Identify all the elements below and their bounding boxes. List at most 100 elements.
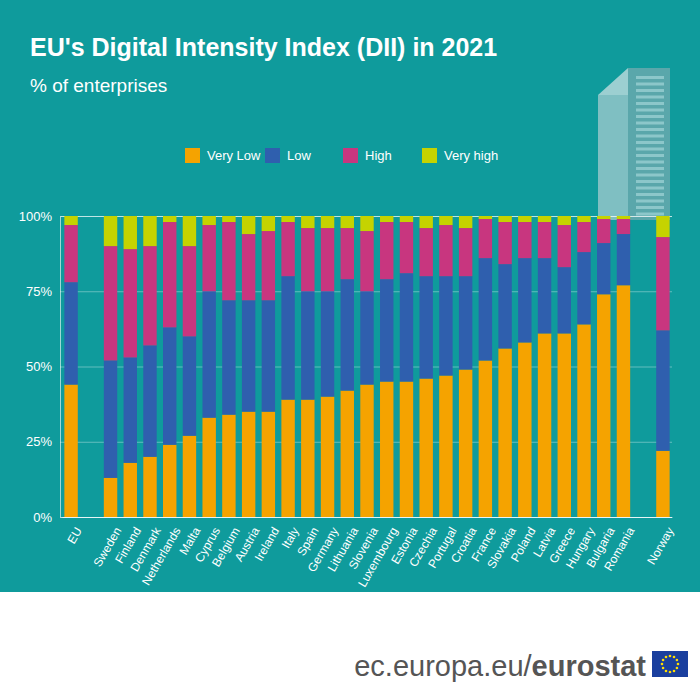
bar-segment: [281, 216, 294, 222]
bar-segment: [558, 333, 571, 517]
legend-swatch: [422, 148, 437, 163]
footer-source: ec.europa.eu/eurostat: [354, 650, 646, 682]
x-tick-label: Norway: [644, 525, 676, 567]
building-part: [598, 95, 628, 220]
x-tick-label: Romania: [601, 525, 637, 574]
bar-segment: [538, 222, 551, 258]
bar-segment: [262, 231, 275, 300]
flag-star: [676, 667, 679, 670]
bar-segment: [360, 216, 373, 231]
building-window: [636, 180, 664, 183]
x-tick-label: Netherlands: [139, 525, 183, 588]
bar-segment: [183, 436, 196, 517]
building-window: [636, 115, 664, 118]
legend-item: Very Low: [185, 148, 261, 163]
y-tick-label: 100%: [19, 209, 53, 224]
flag-background: [652, 651, 688, 677]
building-window: [636, 135, 664, 138]
x-axis: EUSwedenFinlandDenmarkNetherlandsMaltaCy…: [63, 518, 677, 590]
building-window: [636, 122, 664, 125]
bar-segment: [143, 216, 156, 246]
bar-segment: [124, 216, 137, 249]
bar-segment: [242, 216, 255, 234]
bar-segment: [321, 216, 334, 228]
x-axis-line: [63, 517, 673, 518]
bar-segment: [400, 273, 413, 381]
bar-segment: [242, 234, 255, 300]
series-3: [64, 216, 669, 249]
bar-segment: [577, 324, 590, 517]
flag-star: [669, 655, 672, 658]
flag-star: [661, 663, 664, 666]
bar-segment: [104, 246, 117, 360]
bar-segment: [597, 243, 610, 294]
bar-segment: [380, 222, 393, 279]
bar-segment: [498, 348, 511, 517]
x-tick: Romania: [601, 525, 637, 574]
building-part: [598, 68, 628, 95]
bar-segment: [538, 216, 551, 222]
bar-segment: [202, 225, 215, 291]
building-window: [636, 109, 664, 112]
bar-segment: [558, 267, 571, 333]
bar-segment: [498, 264, 511, 348]
building-window: [636, 83, 664, 86]
bar-segment: [479, 360, 492, 517]
building-illustration: [598, 68, 670, 220]
flag-star: [669, 671, 672, 674]
flag-star: [662, 659, 665, 662]
x-tick: Norway: [644, 525, 676, 567]
bar-segment: [262, 412, 275, 517]
bar-segment: [498, 216, 511, 222]
bar-segment: [124, 249, 137, 357]
bar-segment: [419, 379, 432, 517]
bar-segment: [262, 216, 275, 231]
bar-segment: [380, 216, 393, 222]
bar-segment: [400, 222, 413, 273]
building-window: [636, 154, 664, 157]
bar-segment: [479, 258, 492, 360]
bar-segment: [64, 282, 77, 384]
eu-flag: [652, 651, 688, 677]
flag-star: [665, 670, 668, 673]
x-tick: Netherlands: [139, 525, 183, 588]
bar-segment: [597, 219, 610, 243]
bar-segment: [222, 300, 235, 414]
bar-segment: [64, 385, 77, 517]
chart: EU's Digital Intensity Index (DII) in 20…: [0, 0, 700, 700]
bar-segment: [518, 342, 531, 517]
bar-segment: [656, 216, 669, 237]
bar-segment: [341, 391, 354, 517]
subtitle: % of enterprises: [30, 75, 167, 96]
bar-segment: [360, 231, 373, 291]
bar-segment: [479, 219, 492, 258]
flag-star: [676, 659, 679, 662]
bar-segment: [656, 330, 669, 450]
building-window: [636, 128, 664, 131]
bar-segment: [202, 216, 215, 225]
bar-segment: [380, 279, 393, 381]
bar-segment: [262, 300, 275, 411]
y-tick-label: 25%: [26, 434, 52, 449]
flag-star: [673, 656, 676, 659]
bar-segment: [617, 216, 630, 219]
bar-segment: [617, 219, 630, 234]
flag-star: [677, 663, 680, 666]
building-window: [636, 187, 664, 190]
bar-segment: [419, 216, 432, 228]
bar-segment: [400, 216, 413, 222]
bar-segment: [281, 222, 294, 276]
bar-segment: [281, 400, 294, 517]
building-window: [636, 161, 664, 164]
bar-segment: [301, 216, 314, 228]
legend-item: Very high: [422, 148, 498, 163]
bar-segment: [124, 357, 137, 462]
bar-segment: [301, 291, 314, 399]
bar-segment: [518, 216, 531, 222]
legend-label: Very high: [444, 148, 498, 163]
bar-segment: [459, 370, 472, 517]
legend-label: High: [365, 148, 392, 163]
flag-star: [673, 670, 676, 673]
building-window: [636, 76, 664, 79]
bar-segment: [360, 385, 373, 517]
